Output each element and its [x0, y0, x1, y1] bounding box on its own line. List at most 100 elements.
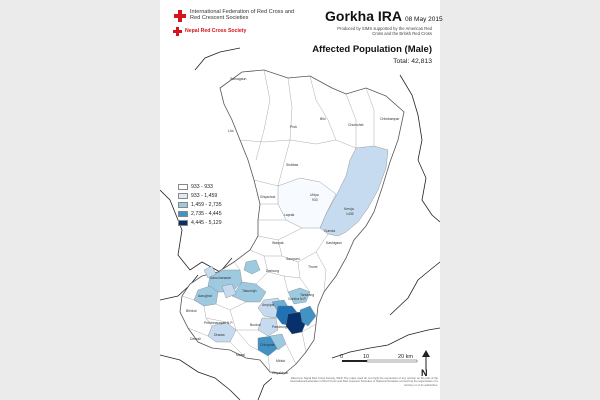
vdc-line	[277, 77, 293, 187]
legend-label: 2,735 - 4,445	[191, 210, 222, 217]
place-label-bhirkot: Bhirkot	[186, 309, 197, 313]
place-value-uhiya: 933	[312, 198, 318, 202]
vdc-line	[229, 341, 247, 359]
vdc-line	[187, 327, 209, 337]
vdc-line	[181, 295, 213, 327]
vdc-line	[235, 329, 259, 351]
place-label-ghyachok: Ghyachok	[260, 195, 276, 199]
ifrc-name: International Federation of Red Cross an…	[190, 9, 295, 22]
vdc-boundaries	[181, 69, 375, 373]
nrcs-name: Nepal Red Cross Society	[185, 28, 247, 34]
vdc-uhiya	[277, 177, 337, 229]
legend-item: 933 - 933	[178, 182, 222, 191]
border-line-west	[160, 189, 233, 273]
place-label-lho: Lho	[228, 129, 234, 133]
border-line-west-lower	[160, 274, 199, 301]
vdc-line	[255, 69, 271, 161]
place-label-tandrang: Tandrang	[300, 293, 314, 297]
map-canvas: Samagaun Lho Prok Bihi Chumchet Chhekamp…	[160, 47, 440, 400]
vdc-gorkha-6	[243, 259, 261, 275]
place-label-warpak: Warpak	[272, 241, 284, 245]
place-label-thumi: Thumi	[308, 265, 318, 269]
vdc-keroja	[319, 145, 389, 237]
vdc-line	[283, 275, 289, 293]
place-label-chhoprak: Chhoprak	[260, 343, 275, 347]
legend: 933 - 933 933 - 1,459 1,459 - 2,735 2,73…	[178, 182, 222, 227]
place-label-keroja: Keroja	[344, 207, 354, 211]
border-line-north	[194, 47, 241, 71]
place-label-darbung: Darbung	[266, 269, 279, 273]
scale-label-zero: 0	[340, 354, 343, 360]
legend-swatch	[178, 219, 188, 226]
place-label-laprak: Laprak	[284, 213, 295, 217]
vdc-line	[285, 343, 297, 365]
legend-label: 4,445 - 5,129	[191, 219, 222, 226]
vdc-gorkha-7	[203, 265, 217, 279]
place-label-kashigaun: Kashigaun	[326, 241, 342, 245]
disclaimer: Data from Nepal Red Cross Society, WFP. …	[289, 376, 438, 387]
scale-segment-dark	[342, 360, 367, 362]
legend-swatch	[178, 183, 188, 190]
place-label-prok: Prok	[290, 125, 297, 129]
legend-item: 2,735 - 4,445	[178, 209, 222, 218]
vdc-gorkha-4	[257, 317, 279, 337]
vdc-gorkha-3	[299, 305, 317, 327]
place-label-aarughat: Aarughat	[198, 294, 212, 298]
vdc-line	[301, 331, 307, 353]
nrcs-logo-icon	[173, 27, 182, 36]
place-label-gorkha-np: Gorkha N.P.	[288, 297, 306, 301]
vdc-gorkha-2	[287, 287, 311, 305]
place-label-prithbinarayan: Prithbinarayan N.P.	[204, 321, 233, 325]
legend-item: 1,459 - 2,735	[178, 200, 222, 209]
place-labels: Samagaun Lho Prok Bihi Chumchet Chhekamp…	[186, 77, 400, 375]
scale-label-end: 20 km	[398, 354, 413, 360]
vdc-line	[233, 261, 241, 271]
scale-bar: 0 10 20 km	[340, 354, 418, 363]
legend-swatch	[178, 201, 188, 208]
place-label-ampipal: Ampipal	[262, 303, 274, 307]
legend-swatch	[178, 192, 188, 199]
place-label-masel: Masel	[236, 353, 245, 357]
place-label-chhekampar: Chhekampar	[380, 117, 400, 121]
title-date: 08 May 2015	[405, 16, 443, 23]
north-label: N	[421, 368, 428, 378]
scale-label-mid: 10	[363, 354, 369, 360]
legend-item: 933 - 1,459	[178, 191, 222, 200]
ifrc-logo-icon	[173, 9, 187, 23]
north-arrow-icon: N	[421, 350, 430, 378]
place-label-gumda: Gumda	[324, 229, 335, 233]
vdc-line	[239, 139, 337, 145]
legend-label: 933 - 933	[191, 183, 213, 190]
place-label-dhawa: Dhawa	[214, 333, 225, 337]
legend-label: 933 - 1,459	[191, 192, 218, 199]
title-text: Gorkha IRA	[325, 8, 403, 24]
place-label-bihi: Bihi	[320, 117, 326, 121]
map-sheet: Samagaun Lho Prok Bihi Chumchet Chhekamp…	[160, 0, 443, 400]
place-label-uhiya: Uhiya	[310, 193, 319, 197]
vdc-line	[267, 355, 271, 373]
place-label-sirdibas: Sirdibas	[286, 163, 299, 167]
vdc-line	[205, 317, 227, 323]
legend-item: 4,445 - 5,129	[178, 218, 222, 227]
place-label-ghyalchok: Ghyalchok	[272, 371, 288, 375]
vdc-line	[253, 179, 279, 187]
map-title: Gorkha IRA 08 May 2015	[325, 8, 443, 24]
place-label-mirkot: Mirkot	[276, 359, 285, 363]
place-label-deurali: Deurali	[190, 337, 201, 341]
vdc-line	[301, 323, 317, 333]
scale-segment-light	[366, 359, 418, 363]
place-label-bunkot: Bunkot	[250, 323, 261, 327]
vdc-gorkha-5	[221, 283, 237, 299]
border-line-southeast	[331, 327, 440, 359]
map-subtitle: Affected Population (Male)	[312, 44, 432, 55]
vdc-line	[309, 75, 357, 149]
border-line-east-upper	[417, 159, 440, 223]
border-line-northeast	[399, 74, 423, 161]
place-label-saurpani: Saurpani	[286, 257, 300, 261]
place-label-chumchet: Chumchet	[348, 123, 364, 127]
border-line-southwest	[160, 354, 241, 400]
place-value-keroja: 1435	[346, 212, 354, 216]
vdc-line	[365, 87, 375, 146]
place-label-pandrung: Pandrung	[272, 325, 287, 329]
place-label-aaruchanaute: Aaruchanaute	[210, 276, 231, 280]
